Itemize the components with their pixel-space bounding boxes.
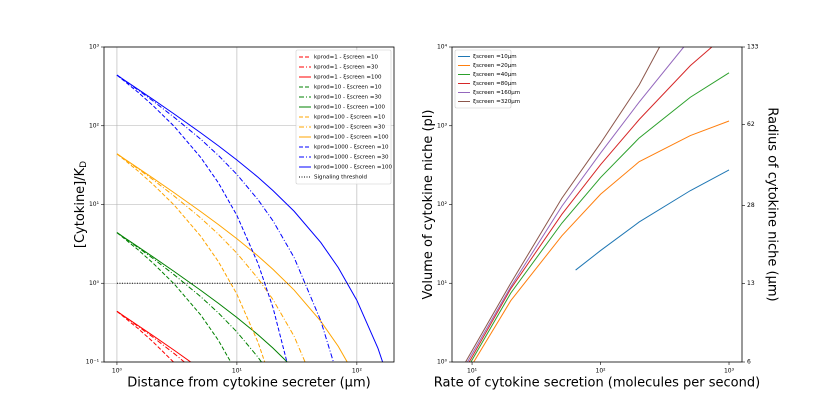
legend-label: ξscreen =40μm	[473, 72, 517, 78]
legend-label: kprod=1 - ξscreen =100	[314, 75, 382, 81]
legend-box	[454, 49, 512, 109]
legend-label: kprod=100 - ξscreen =10	[314, 115, 385, 121]
legend-label: ξscreen =160μm	[473, 90, 520, 96]
x-tick-label: 10²	[596, 368, 607, 375]
y2-tick-label: 13	[747, 280, 755, 287]
y-tick-label: 10²	[89, 122, 100, 129]
series-line	[116, 232, 232, 362]
y2-tick-label: 62	[747, 121, 755, 128]
x-tick-label: 10³	[724, 368, 735, 375]
series-line	[466, 47, 685, 362]
series-line	[116, 232, 263, 362]
y-axis-label: [Cytokine]/KD	[73, 161, 89, 248]
y2-axis-label: Radius of cytokine niche (μm)	[765, 107, 780, 301]
legend-label: kprod=1 - ξscreen =30	[314, 65, 378, 71]
legend-box	[295, 49, 392, 185]
y-tick-label: 10⁰	[437, 359, 448, 366]
x-tick-label: 10¹	[232, 368, 243, 375]
y-tick-label: 10⁴	[437, 44, 448, 51]
legend-label: ξscreen =80μm	[473, 81, 517, 87]
y-tick-label: 10⁰	[89, 280, 100, 287]
y2-tick-label: 28	[747, 202, 755, 209]
series-line	[470, 72, 730, 362]
y-tick-label: 10⁻¹	[86, 359, 100, 366]
y-axis-label-sub: D	[79, 161, 89, 168]
plot-lines	[465, 47, 730, 362]
legend-label: Signaling threshold	[314, 175, 367, 181]
legend-label: kprod=1000 - ξscreen =100	[314, 165, 392, 171]
series-line	[116, 310, 192, 362]
legend-label: kprod=100 - ξscreen =30	[314, 125, 385, 131]
series-line	[575, 169, 730, 271]
series-line	[116, 232, 288, 362]
y2-tick-label: 133	[747, 44, 759, 51]
y-tick-label: 10³	[437, 122, 448, 129]
series-line	[465, 47, 661, 362]
series-line	[116, 74, 384, 362]
y-axis-label-text: [Cytokine]/K	[73, 167, 88, 248]
legend-label: kprod=1 - ξscreen =10	[314, 55, 378, 61]
series-line	[116, 310, 175, 362]
series-line	[473, 120, 730, 362]
chart-panel: 10⁰ 10¹ 10² 10⁻¹ 10⁰ 10¹ 10² 10³ Distance from c…	[73, 44, 395, 391]
series-line	[116, 153, 348, 362]
x-tick-label: 10⁰	[112, 368, 123, 375]
legend-label: ξscreen =20μm	[473, 63, 517, 69]
series-line	[116, 74, 334, 362]
legend-label: kprod=1000 - ξscreen =30	[314, 155, 389, 161]
y2-tick-label: 6	[747, 359, 751, 366]
plot-frame	[103, 46, 395, 363]
x-axis-label: Distance from cytokine secreter (μm)	[127, 376, 370, 391]
y-axis-label: Volume of cytokine niche (pl)	[421, 110, 436, 300]
x-tick-label: 10²	[352, 368, 363, 375]
legend-label: kprod=10 - ξscreen =30	[314, 95, 382, 101]
legend-label: kprod=10 - ξscreen =100	[314, 105, 385, 111]
x-tick-label: 10¹	[467, 368, 478, 375]
chart-panel: 10¹ 10² 10³ 10⁰ 10¹ 10² 10³ 10⁴ 6 13 28 62 133 Rate o…	[421, 44, 780, 391]
y-tick-label: 10³	[89, 44, 100, 51]
legend-label: ξscreen =320μm	[473, 99, 520, 105]
series-line	[116, 153, 266, 362]
x-axis-label: Rate of cytokine secretion (molecules pe…	[434, 376, 760, 391]
y-tick-label: 10¹	[437, 280, 448, 287]
y-tick-label: 10¹	[89, 201, 100, 208]
series-line	[468, 47, 713, 362]
plot-frame	[451, 46, 743, 363]
legend-label: kprod=100 - ξscreen =100	[314, 135, 389, 141]
series-line	[116, 74, 288, 362]
legend-label: ξscreen =10μm	[473, 54, 517, 60]
legend-label: kprod=1000 - ξscreen =10	[314, 145, 389, 151]
legend-label: kprod=10 - ξscreen =10	[314, 85, 382, 91]
y-tick-label: 10²	[437, 201, 448, 208]
y-axis-label-text: Volume of cytokine niche (pl)	[421, 110, 436, 300]
plot-lines	[116, 74, 393, 362]
